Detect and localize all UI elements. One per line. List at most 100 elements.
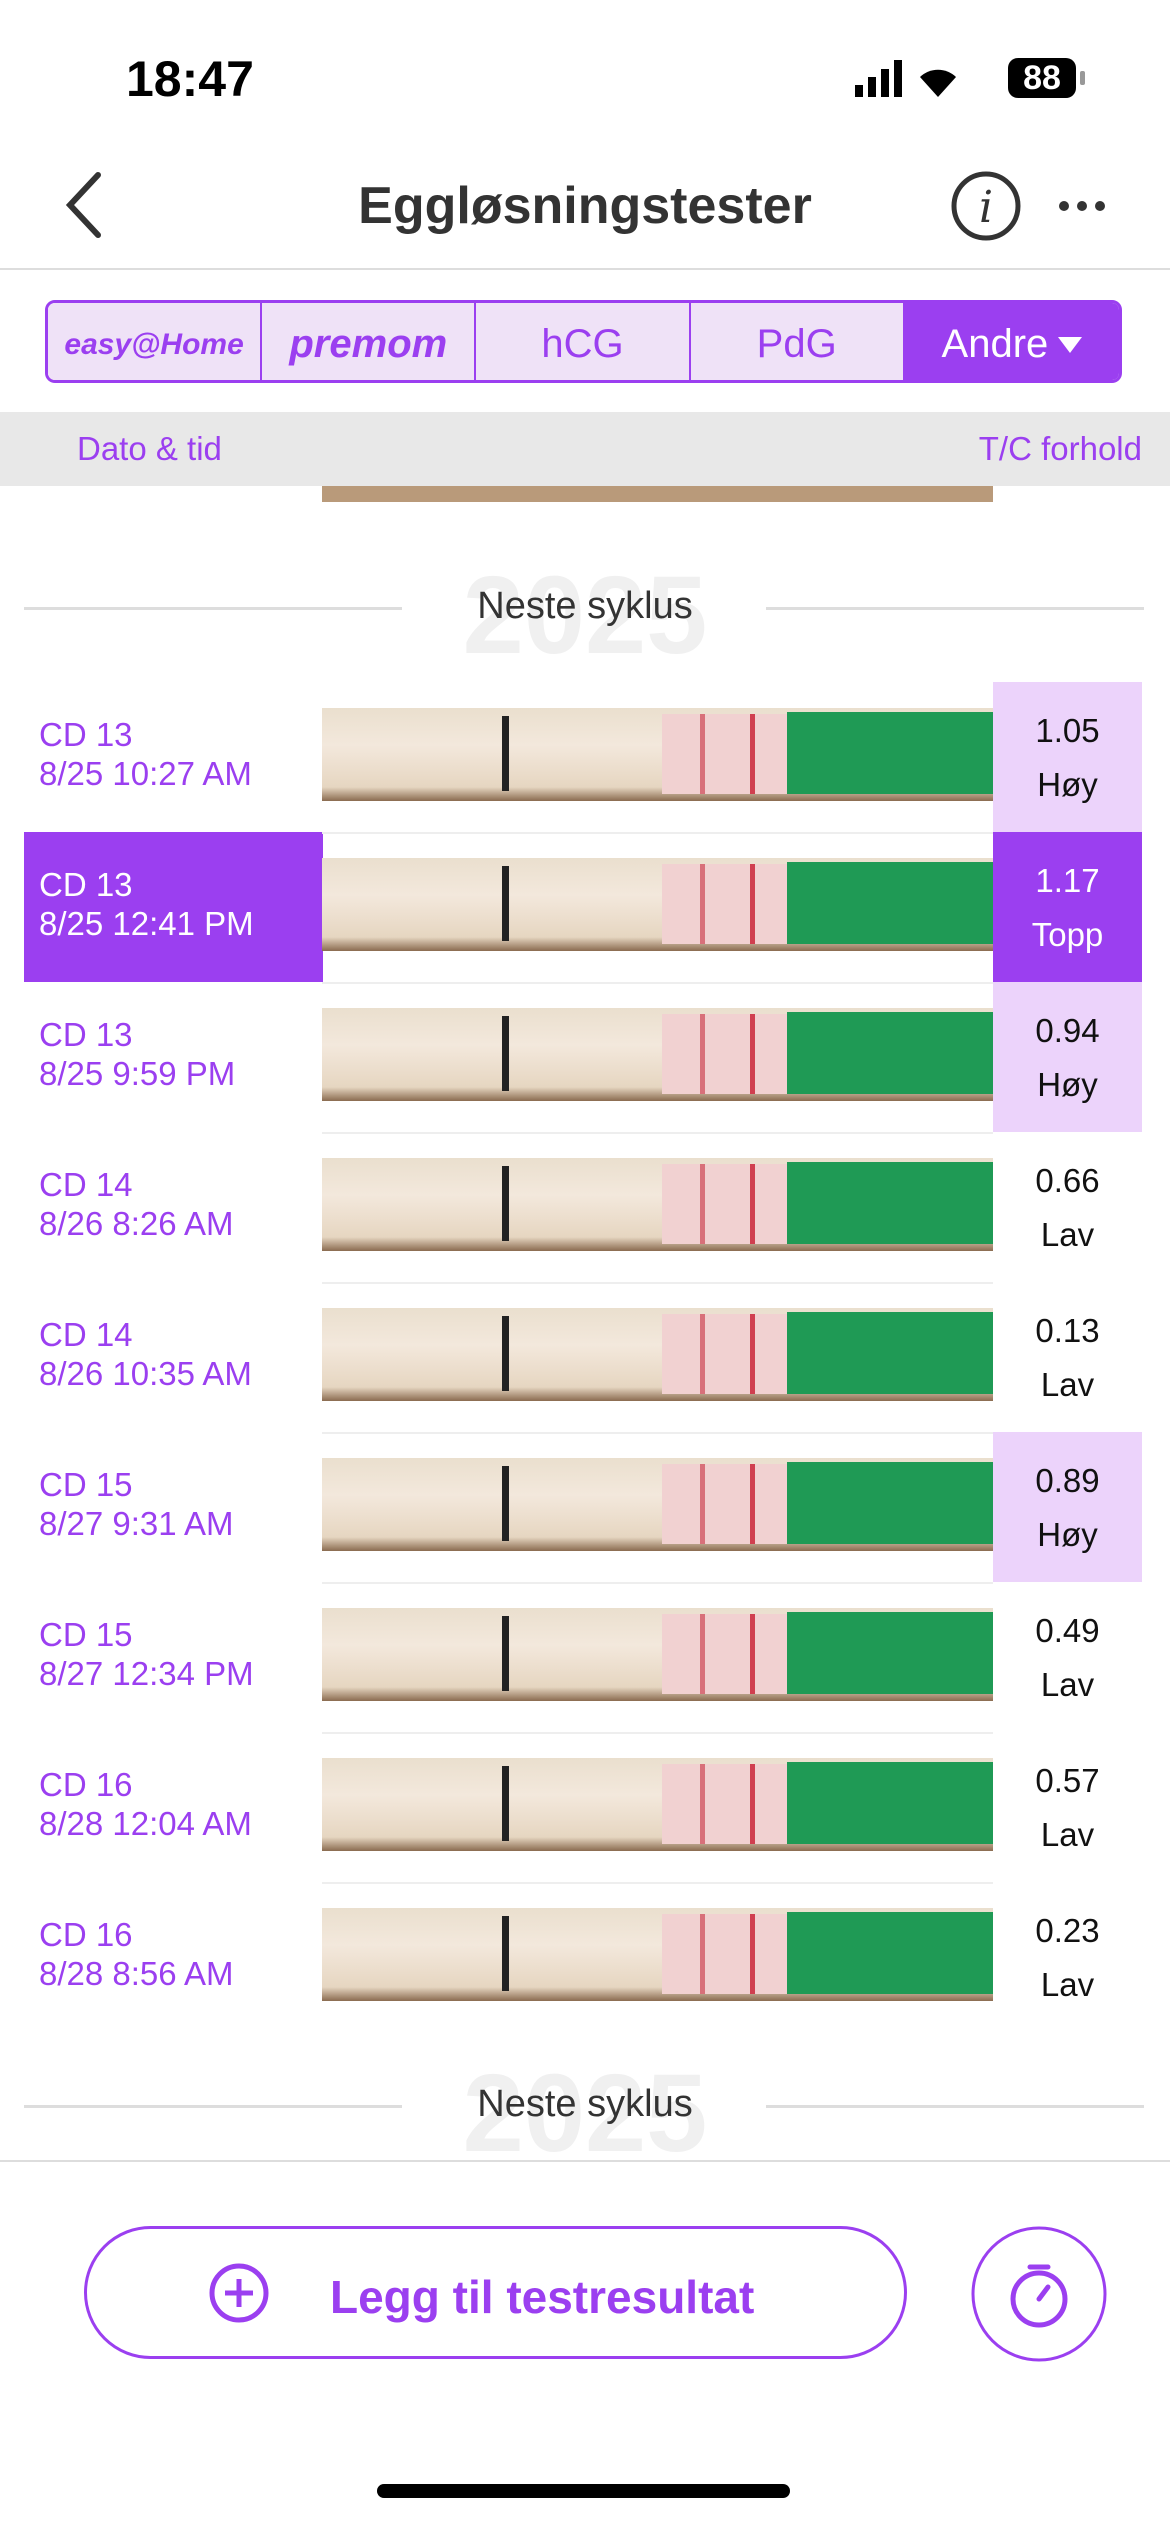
result-row[interactable]: CD 15 8/27 9:31 AM 0.89 Høy: [0, 1432, 1170, 1582]
strip-window: [662, 1914, 792, 1994]
ratio-level: Lav: [1040, 1366, 1095, 1403]
strip-label: [787, 1612, 993, 1694]
tab[interactable]: PdG: [690, 303, 905, 380]
strip-window: [662, 1314, 792, 1394]
tab-label: premom: [289, 322, 448, 366]
test-line: [700, 864, 705, 944]
home-indicator: [377, 2484, 790, 2498]
date-time: 8/25 12:41 PM: [39, 905, 254, 942]
strip-handle-mark: [502, 716, 509, 791]
strip-window: [662, 714, 792, 794]
back-button[interactable]: [60, 170, 110, 240]
result-row[interactable]: CD 16 8/28 8:56 AM 0.23 Lav: [0, 1882, 1170, 2032]
tab[interactable]: Andre: [904, 303, 1119, 380]
header-actions[interactable]: i: [950, 170, 1150, 242]
dropdown-arrow: [1058, 336, 1083, 353]
control-line: [750, 1914, 755, 1994]
control-line: [750, 1614, 755, 1694]
separator-line: [766, 607, 1144, 610]
row-date: CD 16 8/28 8:56 AM: [24, 1882, 323, 2032]
tab-bar: easy@Home premom hCG PdG Andre: [45, 300, 1122, 383]
strip-window: [662, 1464, 792, 1544]
separator-line: [766, 2105, 1144, 2108]
row-date: CD 14 8/26 8:26 AM: [24, 1132, 323, 1282]
strip-handle-mark: [502, 1766, 509, 1841]
control-line: [750, 1164, 755, 1244]
strip-window: [662, 1164, 792, 1244]
ratio-level: Lav: [1040, 1966, 1095, 2003]
cycle-day: CD 15: [39, 1616, 133, 1653]
separator-label: Neste syklus: [477, 2083, 693, 2125]
tab[interactable]: premom: [262, 303, 477, 380]
row-date: CD 14 8/26 10:35 AM: [24, 1282, 323, 1432]
row-divider: [322, 1432, 993, 1434]
date-time: 8/26 8:26 AM: [39, 1205, 234, 1242]
strip-label: [787, 1312, 993, 1394]
test-line: [700, 714, 705, 794]
footer-divider: [0, 2160, 1170, 2162]
row-divider: [322, 1282, 993, 1284]
control-line: [750, 864, 755, 944]
result-row[interactable]: CD 13 8/25 9:59 PM 0.94 Høy: [0, 982, 1170, 1132]
test-line: [700, 1164, 705, 1244]
year-watermark: 2025: [462, 554, 708, 677]
partial-strip: [322, 486, 993, 502]
control-line: [750, 1464, 755, 1544]
ratio-value: 0.94: [1035, 1012, 1100, 1049]
result-row[interactable]: CD 15 8/27 12:34 PM 0.49 Lav: [0, 1582, 1170, 1732]
row-divider: [322, 1732, 993, 1734]
tab[interactable]: easy@Home: [48, 303, 263, 380]
ratio-cell: 1.05 Høy: [993, 682, 1142, 832]
result-row[interactable]: CD 13 8/25 12:41 PM 1.17 Topp: [0, 832, 1170, 982]
column-date: Dato & tid: [77, 430, 222, 467]
add-button[interactable]: [84, 2226, 907, 2359]
control-line: [750, 1764, 755, 1844]
tab-label: hCG: [541, 322, 624, 366]
control-line: [750, 714, 755, 794]
result-row[interactable]: CD 13 8/25 10:27 AM 1.05 Høy: [0, 682, 1170, 832]
cycle-day: CD 16: [39, 1916, 133, 1953]
ratio-value: 0.89: [1035, 1462, 1100, 1499]
test-line: [700, 1764, 705, 1844]
date-time: 8/27 9:31 AM: [39, 1505, 234, 1542]
cycle-day: CD 16: [39, 1766, 133, 1803]
tab[interactable]: hCG: [476, 303, 691, 380]
date-time: 8/27 12:34 PM: [39, 1655, 254, 1692]
result-row[interactable]: CD 16 8/28 12:04 AM 0.57 Lav: [0, 1732, 1170, 1882]
ratio-level: Høy: [1037, 1066, 1098, 1103]
cycle-day: CD 13: [39, 1016, 133, 1053]
result-row[interactable]: CD 14 8/26 8:26 AM 0.66 Lav: [0, 1132, 1170, 1282]
test-line: [700, 1914, 705, 1994]
date-time: 8/26 10:35 AM: [39, 1355, 252, 1392]
row-date: CD 15 8/27 9:31 AM: [24, 1432, 323, 1582]
cycle-day: CD 13: [39, 716, 133, 753]
strip-handle-mark: [502, 1166, 509, 1241]
date-time: 8/28 12:04 AM: [39, 1805, 252, 1842]
status-time: 18:47: [126, 51, 254, 107]
result-row[interactable]: CD 14 8/26 10:35 AM 0.13 Lav: [0, 1282, 1170, 1432]
test-line: [700, 1314, 705, 1394]
test-strip: [322, 1908, 993, 2001]
header-divider: [0, 268, 1170, 270]
timer-button[interactable]: [970, 2225, 1108, 2363]
test-strip: [322, 1458, 993, 1551]
row-divider: [322, 1582, 993, 1584]
strip-window: [662, 1764, 792, 1844]
strip-handle-mark: [502, 866, 509, 941]
strip-label: [787, 1912, 993, 1994]
date-time: 8/25 9:59 PM: [39, 1055, 236, 1092]
svg-text:i: i: [979, 182, 993, 233]
ratio-cell: 0.89 Høy: [993, 1432, 1142, 1582]
ratio-value: 1.17: [1035, 862, 1100, 899]
date-time: 8/25 10:27 AM: [39, 755, 252, 792]
separator-label: Neste syklus: [477, 585, 693, 627]
cycle-day: CD 15: [39, 1466, 133, 1503]
ratio-cell: 0.57 Lav: [993, 1732, 1142, 1882]
tab-label: PdG: [756, 322, 837, 366]
strip-window: [662, 1614, 792, 1694]
cycle-day: CD 14: [39, 1166, 133, 1203]
strip-window: [662, 1014, 792, 1094]
battery-level: 88: [1023, 59, 1061, 97]
ratio-value: 0.13: [1035, 1312, 1100, 1349]
